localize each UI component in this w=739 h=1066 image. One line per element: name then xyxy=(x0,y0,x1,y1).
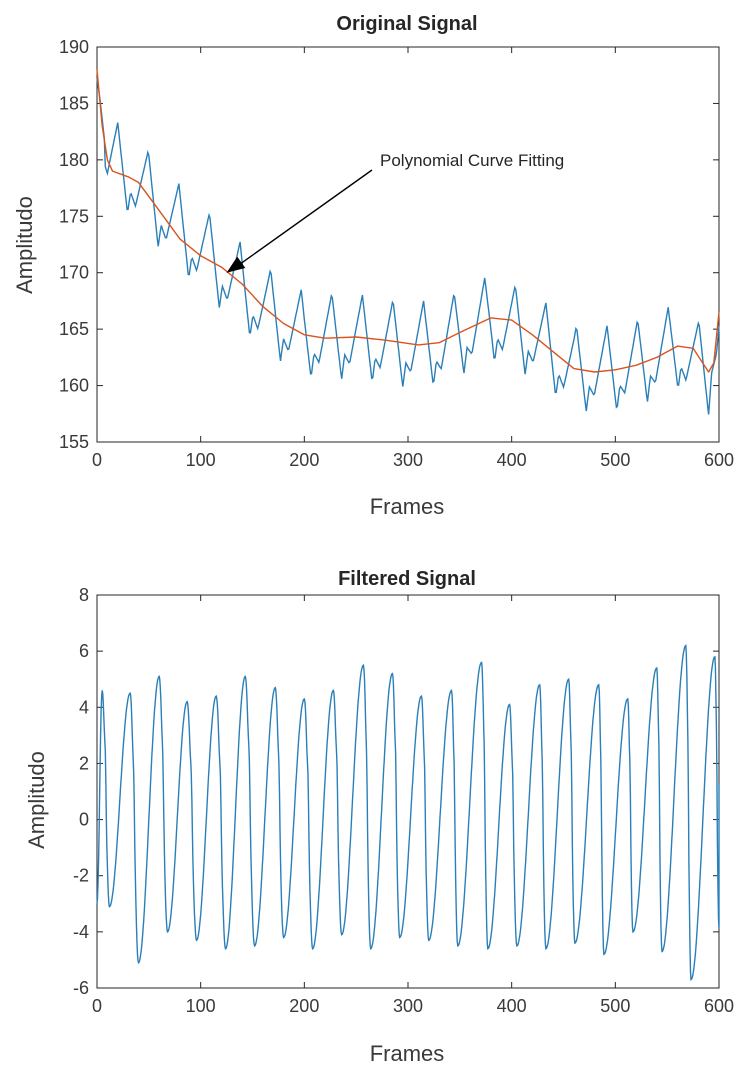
x-tick-label: 300 xyxy=(393,996,423,1016)
x-tick-label: 500 xyxy=(600,996,630,1016)
x-tick-label: 600 xyxy=(704,450,734,470)
y-tick-label: 170 xyxy=(59,263,89,283)
y-tick-label: 175 xyxy=(59,206,89,226)
x-axis-label: Frames xyxy=(370,1041,445,1066)
x-tick-label: 400 xyxy=(497,450,527,470)
x-tick-label: 400 xyxy=(497,996,527,1016)
y-tick-label: 165 xyxy=(59,319,89,339)
x-tick-label: 100 xyxy=(186,450,216,470)
y-tick-label: 6 xyxy=(79,641,89,661)
annotation-label: Polynomial Curve Fitting xyxy=(380,151,564,170)
y-tick-label: 190 xyxy=(59,37,89,57)
y-axis-label: Amplitudo xyxy=(12,196,37,294)
y-tick-label: -4 xyxy=(73,922,89,942)
original-signal-chart: Original Signal Frames Amplitudo Polynom… xyxy=(12,13,734,519)
y-tick-label: 8 xyxy=(79,585,89,605)
y-tick-label: -6 xyxy=(73,978,89,998)
y-tick-label: 2 xyxy=(79,753,89,773)
x-tick-label: 0 xyxy=(92,996,102,1016)
x-tick-label: 0 xyxy=(92,450,102,470)
y-tick-label: -2 xyxy=(73,866,89,886)
plot-frame xyxy=(96,594,720,989)
y-tick-label: 160 xyxy=(59,376,89,396)
y-tick-label: 0 xyxy=(79,810,89,830)
y-tick-label: 180 xyxy=(59,150,89,170)
y-tick-label: 185 xyxy=(59,93,89,113)
chart-title: Filtered Signal xyxy=(338,568,476,590)
filtered-signal-line xyxy=(96,644,720,981)
x-tick-label: 200 xyxy=(289,450,319,470)
y-tick-label: 155 xyxy=(59,432,89,452)
x-tick-label: 100 xyxy=(186,996,216,1016)
y-axis-label: Amplitudo xyxy=(24,751,49,849)
plot-frame xyxy=(96,46,720,443)
x-axis-label: Frames xyxy=(370,494,445,519)
annotation-arrow-head xyxy=(226,256,246,273)
annotation-arrow-shaft xyxy=(240,169,373,265)
x-tick-label: 500 xyxy=(600,450,630,470)
filtered-signal-chart: Filtered Signal Frames Amplitudo 0 100 200… xyxy=(24,568,734,1066)
x-tick-label: 600 xyxy=(704,996,734,1016)
x-tick-label: 200 xyxy=(289,996,319,1016)
x-tick-label: 300 xyxy=(393,450,423,470)
polynomial-fit-line xyxy=(96,69,720,373)
y-tick-label: 4 xyxy=(79,697,89,717)
chart-title: Original Signal xyxy=(336,13,477,35)
raw-signal-line xyxy=(96,77,720,415)
